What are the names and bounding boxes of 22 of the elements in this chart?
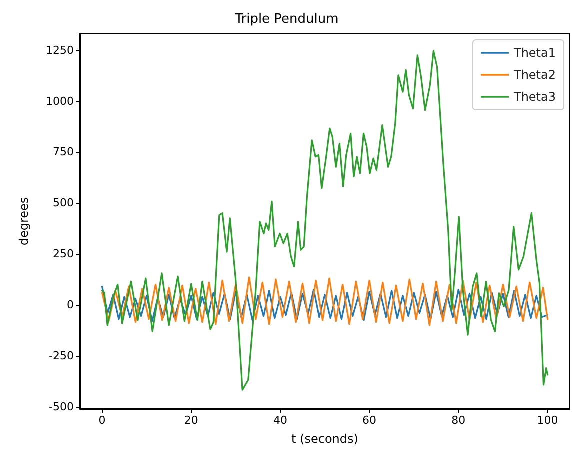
y-tick-label: 1250 bbox=[46, 44, 74, 57]
x-axis-title: t (seconds) bbox=[292, 432, 358, 446]
y-tick-label: 1000 bbox=[46, 94, 74, 108]
y-axis-title: degrees bbox=[17, 197, 31, 246]
line-series bbox=[101, 276, 549, 326]
legend-label: Theta1 bbox=[512, 46, 556, 60]
line-series bbox=[101, 286, 549, 322]
legend-label: Theta2 bbox=[512, 68, 556, 82]
x-tick-label: 100 bbox=[537, 414, 558, 427]
y-tick-label: 0 bbox=[67, 298, 74, 312]
x-tick-label: 80 bbox=[452, 414, 466, 427]
y-tick-label: -250 bbox=[49, 350, 74, 363]
y-tick-label: 500 bbox=[53, 196, 74, 210]
x-tick-label: 40 bbox=[273, 414, 288, 427]
y-tick-label: 750 bbox=[53, 146, 74, 159]
y-tick-label: 250 bbox=[53, 248, 74, 261]
legend-label: Theta3 bbox=[512, 90, 556, 104]
x-tick-label: 20 bbox=[184, 414, 198, 427]
x-tick-label: 60 bbox=[362, 414, 377, 427]
x-tick-label: 0 bbox=[98, 414, 106, 427]
y-tick-label: -500 bbox=[49, 400, 74, 414]
chart-title: Triple Pendulum bbox=[234, 12, 339, 27]
